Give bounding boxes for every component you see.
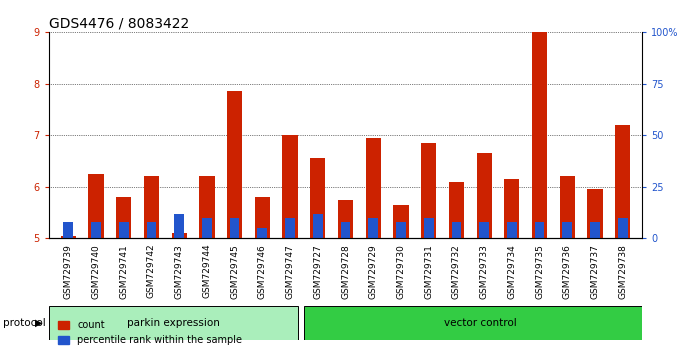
Bar [310, 158, 325, 239]
Bar [199, 176, 214, 239]
Bar [255, 197, 270, 239]
Bar [421, 143, 436, 239]
Bar [144, 176, 159, 239]
Text: GSM729740: GSM729740 [91, 244, 101, 298]
Bar [89, 174, 103, 239]
Bar [563, 222, 572, 239]
Text: GSM729745: GSM729745 [230, 244, 239, 298]
Text: GSM729736: GSM729736 [563, 244, 572, 299]
Text: GSM729731: GSM729731 [424, 244, 433, 299]
Bar [147, 222, 156, 239]
Bar [449, 182, 464, 239]
Text: protocol: protocol [3, 318, 46, 328]
Bar [366, 138, 381, 239]
Bar [480, 222, 489, 239]
FancyBboxPatch shape [304, 306, 656, 340]
Text: GSM729743: GSM729743 [174, 244, 184, 298]
Bar [202, 218, 211, 239]
Text: GSM729732: GSM729732 [452, 244, 461, 298]
Bar [227, 91, 242, 239]
Text: GSM729729: GSM729729 [369, 244, 378, 298]
Text: GSM729746: GSM729746 [258, 244, 267, 298]
Bar [591, 222, 600, 239]
Bar [174, 214, 184, 239]
Bar [172, 233, 187, 239]
Bar [504, 179, 519, 239]
Bar [313, 214, 322, 239]
Bar [119, 222, 128, 239]
Bar [618, 218, 628, 239]
Text: GDS4476 / 8083422: GDS4476 / 8083422 [49, 17, 189, 31]
Bar [560, 176, 575, 239]
Text: GSM729737: GSM729737 [591, 244, 600, 299]
Bar [588, 189, 602, 239]
Text: GSM729727: GSM729727 [313, 244, 322, 298]
Text: vector control: vector control [444, 318, 517, 328]
Text: ▶: ▶ [35, 318, 43, 328]
Bar [394, 205, 408, 239]
Legend: count, percentile rank within the sample: count, percentile rank within the sample [54, 316, 246, 349]
Text: GSM729739: GSM729739 [64, 244, 73, 299]
Text: GSM729742: GSM729742 [147, 244, 156, 298]
Bar [615, 125, 630, 239]
Bar [396, 222, 406, 239]
Bar [91, 222, 101, 239]
Bar [283, 135, 297, 239]
Text: GSM729734: GSM729734 [507, 244, 517, 298]
Text: GSM729733: GSM729733 [480, 244, 489, 299]
Bar [285, 218, 295, 239]
Text: GSM729730: GSM729730 [396, 244, 406, 299]
Bar [116, 197, 131, 239]
Bar [532, 32, 547, 239]
Bar [424, 218, 433, 239]
Bar [258, 228, 267, 239]
Bar [507, 222, 517, 239]
Text: GSM729738: GSM729738 [618, 244, 628, 299]
Text: GSM729728: GSM729728 [341, 244, 350, 298]
Bar [477, 153, 492, 239]
Bar [64, 222, 73, 239]
Bar [61, 236, 76, 239]
Bar [341, 222, 350, 239]
Text: GSM729741: GSM729741 [119, 244, 128, 298]
FancyBboxPatch shape [49, 306, 298, 340]
Text: GSM729744: GSM729744 [202, 244, 211, 298]
Bar [338, 200, 353, 239]
Text: GSM729735: GSM729735 [535, 244, 544, 299]
Bar [452, 222, 461, 239]
Bar [230, 218, 239, 239]
Bar [535, 222, 544, 239]
Bar [369, 218, 378, 239]
Text: GSM729747: GSM729747 [285, 244, 295, 298]
Text: parkin expression: parkin expression [127, 318, 220, 328]
